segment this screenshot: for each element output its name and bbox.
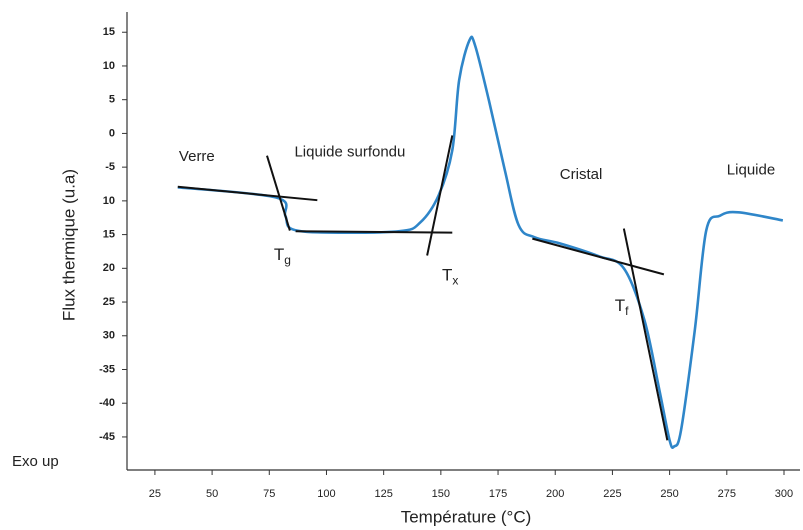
x-tick-label: 275	[718, 488, 736, 500]
y-tick-label: 10	[103, 60, 115, 72]
annotation: Tx	[442, 266, 458, 288]
annotation-subscript: f	[625, 304, 629, 318]
tangent-line	[266, 155, 291, 231]
x-tick-label: 50	[206, 488, 218, 500]
annotation-subscript: x	[452, 274, 458, 288]
x-tick-label: 150	[432, 488, 450, 500]
y-tick-label: 20	[103, 262, 115, 274]
annotation-text: Verre	[179, 148, 215, 165]
x-tick-label: 125	[374, 488, 392, 500]
y-tick-label: 10	[103, 195, 115, 207]
annotation: Liquide surfondu	[294, 143, 405, 160]
y-tick-label: -5	[105, 161, 115, 173]
tangent-line	[622, 228, 669, 441]
y-tick-label: 30	[103, 330, 115, 342]
annotation: Tg	[274, 246, 291, 268]
annotation: Cristal	[560, 166, 603, 183]
y-tick-label: -35	[99, 363, 115, 375]
annotation-text: T	[442, 266, 452, 285]
y-axis-label: Flux thermique (u.a)	[59, 169, 78, 321]
y-tick-label: 15	[103, 228, 115, 240]
annotation-text: Cristal	[560, 166, 603, 183]
y-tick-label: -40	[99, 397, 115, 409]
x-tick-label: 175	[489, 488, 507, 500]
x-tick-label: 225	[603, 488, 621, 500]
annotation-text: T	[615, 296, 625, 315]
y-tick-label: 0	[109, 127, 115, 139]
x-tick-label: 200	[546, 488, 564, 500]
x-tick-label: 300	[775, 488, 793, 500]
annotation: Liquide	[727, 161, 775, 178]
note: Exo up	[12, 453, 59, 470]
x-tick-label: 25	[149, 488, 161, 500]
y-tick-label: 25	[103, 296, 115, 308]
annotation-subscript: g	[284, 253, 291, 267]
y-tick-label: -45	[99, 431, 115, 443]
tangent-line	[177, 185, 318, 202]
tangent-line	[426, 135, 454, 256]
annotation: Verre	[179, 148, 215, 165]
annotation-text: Liquide	[727, 161, 775, 178]
x-tick-label: 250	[660, 488, 678, 500]
x-tick-label: 75	[263, 488, 275, 500]
x-tick-label: 100	[317, 488, 335, 500]
annotation-text: T	[274, 246, 284, 265]
x-axis-label: Température (°C)	[401, 507, 532, 526]
dsc-curve	[177, 35, 784, 450]
annotation: Tf	[615, 296, 629, 318]
tangent-line	[532, 237, 665, 276]
y-tick-label: 15	[103, 26, 115, 38]
y-tick-label: 5	[109, 94, 115, 106]
tangent-line	[295, 230, 453, 234]
annotation-text: Liquide surfondu	[294, 143, 405, 160]
